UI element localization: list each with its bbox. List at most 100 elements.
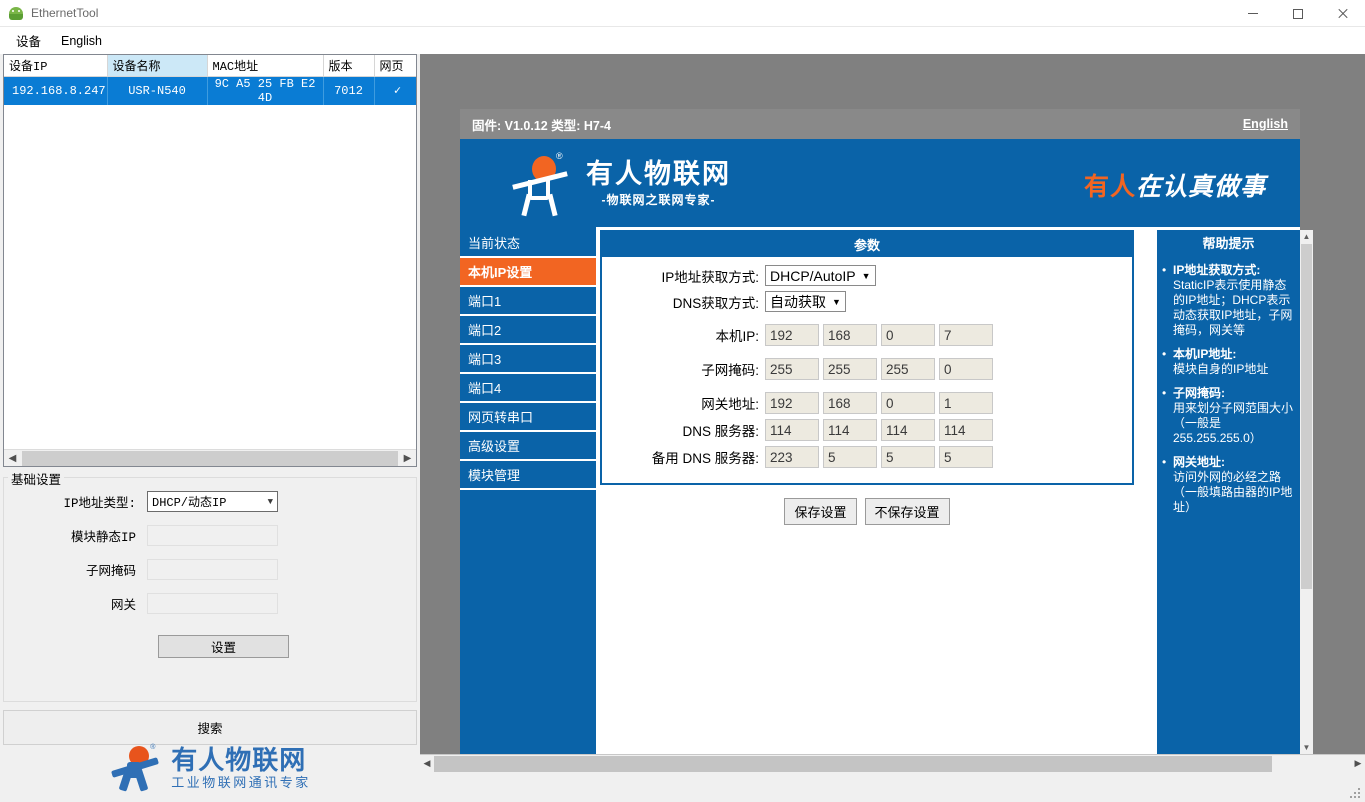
dns-octet-4[interactable]: 114 [939,419,993,441]
brand-logo-text: 有人物联网 工业物联网通讯专家 [171,745,311,791]
left-panel: 设备IP 设备名称 MAC地址 版本 网页 192.168.8.247 USR-… [0,54,420,802]
browser-hscrollbar[interactable]: ◀ ▶ [420,754,1365,772]
page-body: 当前状态 本机IP设置 端口1 端口2 端口3 端口4 网页转串口 高级设置 模… [460,227,1313,763]
nav-item-port-2[interactable]: 端口2 [460,316,596,345]
dns2-label: 备用 DNS 服务器: [651,451,759,466]
ip-type-select[interactable]: DHCP/动态IP ▼ [147,491,278,512]
params-body: IP地址获取方式: DHCP/AutoIP ▼ DNS获取方式: 自动获取 [602,257,1132,483]
dns2-octet-2[interactable]: 5 [823,446,877,468]
gateway-octet-1[interactable]: 192 [765,392,819,414]
nav-item-module-management[interactable]: 模块管理 [460,461,596,490]
help-body: IP地址获取方式: StaticIP表示使用静态的IP地址；DHCP表示动态获取… [1157,255,1300,755]
device-web-page: 固件: V1.0.12 类型: H7-4 English ® 有人物联网 -物联… [460,109,1313,802]
usr-person-logo-icon: ® [109,744,161,792]
scrollbar-thumb[interactable] [434,755,1272,772]
gateway-label: 网关地址: [701,397,759,412]
dns-mode-select[interactable]: 自动获取 ▼ [765,291,846,312]
set-button[interactable]: 设置 [158,635,289,658]
netmask-octet-2[interactable]: 255 [823,358,877,380]
scrollbar-thumb[interactable] [1301,244,1312,589]
dns-mode-label: DNS获取方式: [672,295,759,311]
firmware-info: 固件: V1.0.12 类型: H7-4 [472,118,611,133]
android-robot-icon [8,5,24,21]
nav-item-port-3[interactable]: 端口3 [460,345,596,374]
gateway-octet-4[interactable]: 1 [939,392,993,414]
netmask-input[interactable] [147,559,278,580]
help-panel: 帮助提示 IP地址获取方式: StaticIP表示使用静态的IP地址；DHCP表… [1157,227,1313,763]
local-ip-octet-4[interactable]: 7 [939,324,993,346]
column-header-device-ip[interactable]: 设备IP [4,55,108,77]
dns2-octet-3[interactable]: 5 [881,446,935,468]
header-slogan: 有人在认真做事 [1084,167,1266,203]
scroll-right-icon[interactable]: ▶ [1354,758,1362,768]
device-list[interactable]: 设备IP 设备名称 MAC地址 版本 网页 192.168.8.247 USR-… [3,54,417,467]
column-header-device-name[interactable]: 设备名称 [107,55,208,77]
scroll-up-icon[interactable]: ▲ [1302,232,1311,241]
dns-octet-3[interactable]: 114 [881,419,935,441]
minimize-button[interactable] [1230,0,1275,27]
local-ip-octet-1[interactable]: 192 [765,324,819,346]
help-desc: 访问外网的必经之路（一般填路由器的IP地址） [1173,470,1293,514]
help-term: 子网掩码: [1173,386,1225,400]
browser-pane: 固件: V1.0.12 类型: H7-4 English ® 有人物联网 -物联… [420,54,1365,802]
column-header-version[interactable]: 版本 [323,55,375,77]
nav-item-advanced-settings[interactable]: 高级设置 [460,432,596,461]
gateway-input[interactable] [147,593,278,614]
help-item-ip-mode: IP地址获取方式: StaticIP表示使用静态的IP地址；DHCP表示动态获取… [1161,263,1294,338]
row-netmask: 子网掩码: 255 255 255 0 [602,358,1132,380]
page-vscrollbar[interactable]: ▲ ▼ [1300,230,1313,755]
netmask-octet-4[interactable]: 0 [939,358,993,380]
nav-item-web-to-serial[interactable]: 网页转串口 [460,403,596,432]
row-dns-mode: DNS获取方式: 自动获取 ▼ [602,291,1132,312]
gateway-label: 网关 [110,599,136,613]
cell-web-check: ✓ [374,76,416,105]
resize-grip[interactable] [1350,788,1362,800]
page-nav: 当前状态 本机IP设置 端口1 端口2 端口3 端口4 网页转串口 高级设置 模… [460,227,596,763]
nav-item-current-status[interactable]: 当前状态 [460,229,596,258]
scrollbar-thumb[interactable] [22,450,398,466]
close-button[interactable] [1320,0,1365,27]
netmask-octet-3[interactable]: 255 [881,358,935,380]
local-ip-octet-3[interactable]: 0 [881,324,935,346]
help-desc: StaticIP表示使用静态的IP地址；DHCP表示动态获取IP地址，子网掩码，… [1173,278,1293,337]
nav-item-port-1[interactable]: 端口1 [460,287,596,316]
netmask-octet-1[interactable]: 255 [765,358,819,380]
dns-octet-1[interactable]: 114 [765,419,819,441]
ip-type-label: IP地址类型: [63,497,136,511]
ip-type-value: DHCP/动态IP [152,496,227,510]
nav-item-local-ip-settings[interactable]: 本机IP设置 [460,258,596,287]
dns-octet-2[interactable]: 114 [823,419,877,441]
chevron-down-icon: ▼ [832,296,841,307]
ip-mode-label: IP地址获取方式: [661,269,759,285]
dns2-octet-1[interactable]: 223 [765,446,819,468]
gateway-octet-3[interactable]: 0 [881,392,935,414]
language-link-english[interactable]: English [1242,117,1288,131]
minimize-icon [1247,13,1258,14]
device-list-hscrollbar[interactable]: ◀ ▶ [4,449,416,466]
help-desc: 用来划分子网范围大小 （一般是255.255.255.0） [1173,401,1294,445]
dns2-octet-4[interactable]: 5 [939,446,993,468]
column-header-mac[interactable]: MAC地址 [207,55,324,77]
gateway-octet-2[interactable]: 168 [823,392,877,414]
help-title: 帮助提示 [1157,230,1300,255]
help-item-gateway: 网关地址: 访问外网的必经之路（一般填路由器的IP地址） [1161,455,1294,515]
row-gateway: 网关地址: 192 168 0 1 [602,392,1132,414]
ip-mode-select[interactable]: DHCP/AutoIP ▼ [765,265,876,286]
column-header-web[interactable]: 网页 [374,55,416,77]
help-desc: 模块自身的IP地址 [1173,362,1269,376]
cancel-settings-button[interactable]: 不保存设置 [864,498,950,525]
save-settings-button[interactable]: 保存设置 [784,498,857,525]
scroll-right-icon[interactable]: ▶ [403,452,412,464]
nav-item-port-4[interactable]: 端口4 [460,374,596,403]
scroll-down-icon[interactable]: ▼ [1302,743,1311,752]
scroll-left-icon[interactable]: ◀ [423,758,431,768]
table-row[interactable]: 192.168.8.247 USR-N540 9C A5 25 FB E2 4D… [4,76,416,105]
local-ip-octet-2[interactable]: 168 [823,324,877,346]
scroll-left-icon[interactable]: ◀ [8,452,17,464]
maximize-button[interactable] [1275,0,1320,27]
menu-item-device[interactable]: 设备 [16,35,42,49]
static-ip-input[interactable] [147,525,278,546]
header-brand: 有人物联网 -物联网之联网专家- [586,158,731,208]
search-button[interactable]: 搜索 [3,710,417,745]
menu-item-english[interactable]: English [61,33,103,48]
